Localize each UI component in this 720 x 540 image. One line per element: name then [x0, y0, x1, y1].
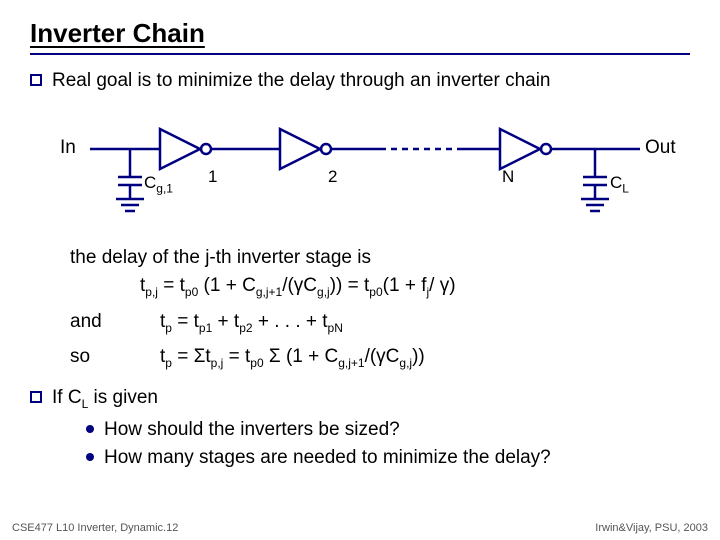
- eq3-s4: g,j+1: [338, 356, 364, 370]
- footer-right: Irwin&Vijay, PSU, 2003: [595, 522, 708, 534]
- eq2-s3: p2: [239, 320, 252, 334]
- eq1-m1: = t: [158, 275, 185, 296]
- title-area: Inverter Chain: [30, 18, 690, 55]
- label-stage2: 2: [328, 167, 337, 187]
- bullet-square-icon: [30, 391, 42, 403]
- eq1-s4: g,j: [317, 285, 330, 299]
- slide-title: Inverter Chain: [30, 18, 690, 49]
- so-label: so: [70, 346, 160, 368]
- footer: CSE477 L10 Inverter, Dynamic.12 Irwin&Vi…: [12, 522, 708, 534]
- footer-left: CSE477 L10 Inverter, Dynamic.12: [12, 522, 178, 534]
- cl-letter: C: [610, 173, 622, 192]
- sub-bullets: How should the inverters be sized? How m…: [86, 418, 690, 470]
- bullet-disc-icon: [86, 425, 94, 433]
- eq2-m3: + . . . + t: [253, 311, 328, 332]
- main-bullet-text: Real goal is to minimize the delay throu…: [52, 69, 551, 93]
- given-post: is given: [88, 387, 158, 408]
- label-stageN: N: [502, 167, 514, 187]
- eq1-m4: )) = t: [330, 275, 370, 296]
- eq3-s1: p: [165, 356, 172, 370]
- eq3-m2: = t: [223, 346, 250, 367]
- eq3-m5: )): [412, 346, 425, 367]
- equation-2-row: and tp = tp1 + tp2 + . . . + tpN: [70, 305, 690, 341]
- given-bullet-row: If CL is given: [30, 386, 690, 412]
- eq3-m4: /(γC: [365, 346, 400, 367]
- q1-row: How should the inverters be sized?: [86, 418, 690, 442]
- equation-1: tp,j = tp0 (1 + Cg,j+1/(γCg,j)) = tp0(1 …: [140, 275, 690, 299]
- label-cl: CL: [610, 173, 629, 195]
- q1-text: How should the inverters be sized?: [104, 418, 400, 442]
- label-cg1: Cg,1: [144, 173, 173, 195]
- equation-2: tp = tp1 + tp2 + . . . + tpN: [160, 311, 343, 335]
- eq3-s5: g,j: [399, 356, 412, 370]
- q2-text: How many stages are needed to minimize t…: [104, 446, 551, 470]
- delay-intro: the delay of the j-th inverter stage is: [70, 247, 690, 269]
- eq1-s3: g,j+1: [256, 285, 282, 299]
- diagram-svg: [30, 107, 690, 237]
- equation-3-row: so tp = Σtp,j = tp0 Σ (1 + Cg,j+1/(γCg,j…: [70, 340, 690, 376]
- bullet-disc-icon: [86, 453, 94, 461]
- cg-letter: C: [144, 173, 156, 192]
- eq1-s5: p0: [369, 285, 382, 299]
- and-label: and: [70, 311, 160, 333]
- cg-sub: g,1: [156, 181, 173, 195]
- eq2-m2: + t: [212, 311, 239, 332]
- eq1-s1: p,j: [145, 285, 158, 299]
- bullet-square-icon: [30, 74, 42, 86]
- eq1-m5: (1 + f: [383, 275, 427, 296]
- eq2-s2: p1: [199, 320, 212, 334]
- label-stage1: 1: [208, 167, 217, 187]
- eq3-s3: p0: [250, 356, 263, 370]
- given-pre: If C: [52, 387, 82, 408]
- eq2-s4: pN: [328, 320, 343, 334]
- eq1-m2: (1 + C: [198, 275, 256, 296]
- label-out: Out: [645, 137, 676, 159]
- eq2-s1: p: [165, 320, 172, 334]
- formula-block: the delay of the j-th inverter stage is …: [30, 247, 690, 376]
- title-underline: [30, 53, 690, 55]
- eq3-m1: = Σt: [172, 346, 211, 367]
- equation-3: tp = Σtp,j = tp0 Σ (1 + Cg,j+1/(γCg,j)): [160, 346, 425, 370]
- given-text: If CL is given: [52, 386, 158, 412]
- main-bullet-row: Real goal is to minimize the delay throu…: [30, 69, 690, 93]
- inverter-chain-diagram: In Out Cg,1 CL 1 2 N: [30, 107, 690, 237]
- q2-row: How many stages are needed to minimize t…: [86, 446, 690, 470]
- eq1-m3: /(γC: [282, 275, 317, 296]
- eq2-m1: = t: [172, 311, 199, 332]
- eq3-m3: Σ (1 + C: [264, 346, 339, 367]
- eq1-m6: / γ): [429, 275, 455, 296]
- cl-sub: L: [622, 181, 629, 195]
- label-in: In: [60, 137, 76, 159]
- eq3-s2: p,j: [211, 356, 224, 370]
- eq1-s2: p0: [185, 285, 198, 299]
